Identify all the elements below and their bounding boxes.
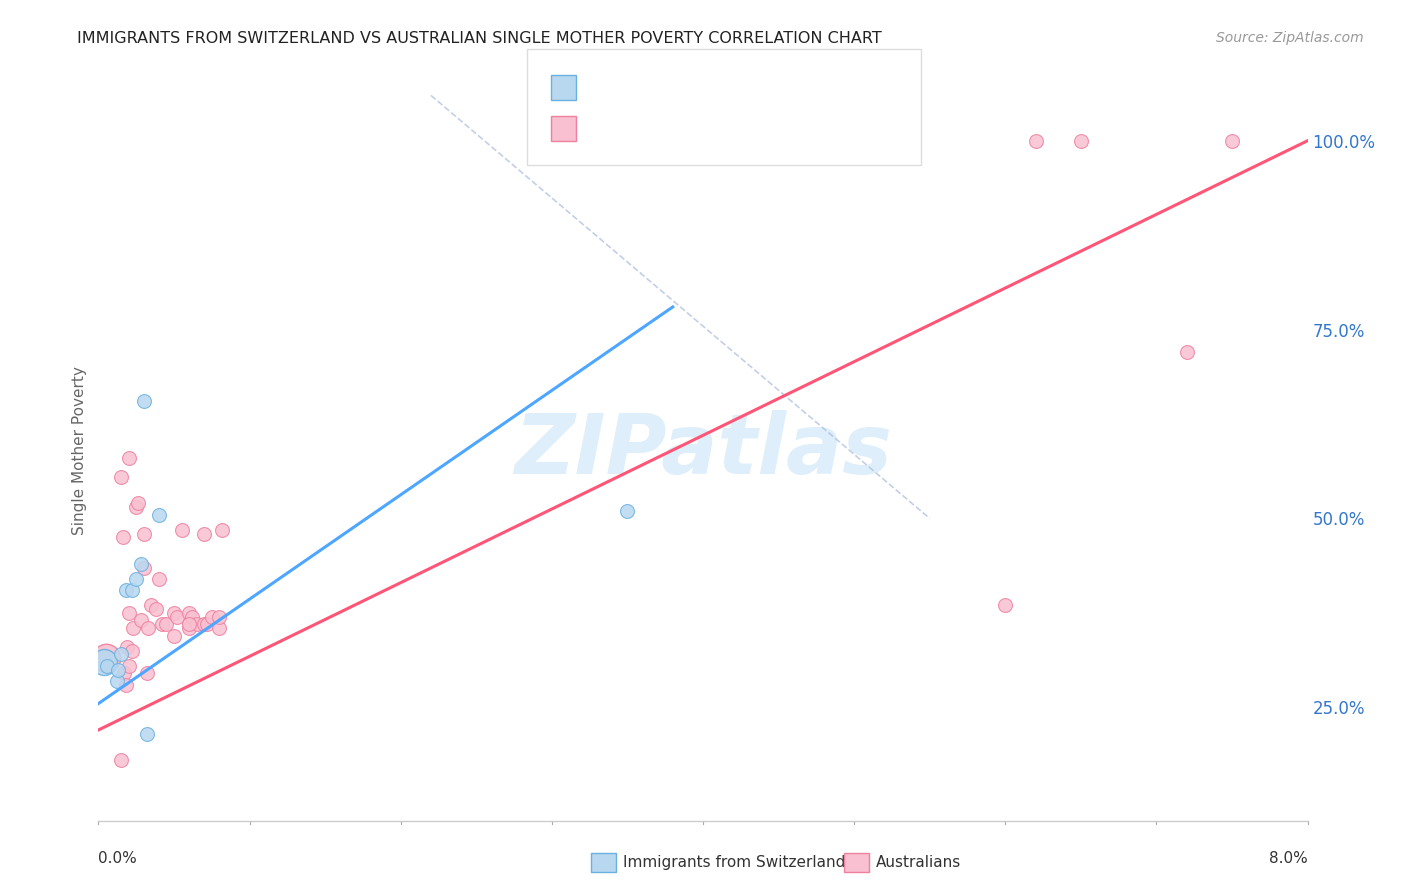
Text: Australians: Australians (876, 855, 962, 870)
Point (122, 621, 145, 635)
Point (121, 643, 143, 657)
Point (112, 666, 135, 681)
Point (114, 583, 136, 598)
Point (135, 666, 157, 681)
Point (115, 640, 138, 654)
Text: 8.0%: 8.0% (1268, 851, 1308, 866)
Point (129, 557, 152, 571)
Point (170, 523, 193, 537)
Point (211, 523, 233, 537)
Point (201, 609, 224, 624)
Text: Source: ZipAtlas.com: Source: ZipAtlas.com (1216, 31, 1364, 45)
Text: IMMIGRANTS FROM SWITZERLAND VS AUSTRALIAN SINGLE MOTHER POVERTY CORRELATION CHAR: IMMIGRANTS FROM SWITZERLAND VS AUSTRALIA… (77, 31, 882, 46)
Point (193, 526, 215, 541)
Point (129, 614, 152, 628)
Point (118, 606, 141, 620)
Point (132, 394, 155, 409)
Point (118, 450, 141, 465)
Point (661, 134, 683, 148)
Point (132, 526, 155, 541)
Point (107, 663, 129, 677)
Text: R = 0.519   N = 14: R = 0.519 N = 14 (586, 77, 786, 96)
Point (179, 617, 201, 632)
Point (105, 673, 128, 688)
Point (1220, 134, 1243, 148)
Point (127, 496, 149, 510)
Point (163, 629, 186, 643)
Point (114, 678, 136, 692)
Point (141, 599, 163, 613)
Point (181, 609, 204, 624)
Point (994, 599, 1017, 613)
Point (93, 655, 115, 669)
Point (179, 621, 201, 635)
Text: ZIPatlas: ZIPatlas (515, 410, 891, 491)
Point (155, 617, 177, 632)
Point (1175, 345, 1198, 359)
Point (110, 753, 132, 767)
Point (166, 609, 188, 624)
Point (208, 609, 231, 624)
Point (208, 621, 231, 635)
Point (125, 500, 148, 515)
Point (179, 606, 201, 620)
Point (148, 508, 170, 522)
Point (148, 572, 170, 586)
Point (132, 560, 155, 574)
Point (125, 572, 148, 586)
Text: R = 0.739   N = 44: R = 0.739 N = 44 (586, 117, 786, 136)
Point (145, 602, 167, 616)
Point (94, 651, 117, 665)
Point (195, 617, 218, 632)
Point (110, 648, 132, 662)
Point (110, 470, 132, 484)
Point (111, 530, 134, 544)
Point (186, 617, 208, 632)
Point (1070, 134, 1092, 148)
Point (163, 606, 186, 620)
Point (96, 658, 118, 673)
Text: 0.0%: 0.0% (98, 851, 138, 866)
Point (616, 504, 638, 518)
Text: Immigrants from Switzerland: Immigrants from Switzerland (623, 855, 845, 870)
Point (136, 621, 159, 635)
Point (135, 727, 157, 741)
Point (121, 583, 143, 598)
Point (118, 658, 141, 673)
Point (193, 617, 215, 632)
Point (150, 617, 173, 632)
Point (752, 134, 775, 148)
Point (1025, 134, 1047, 148)
Y-axis label: Single Mother Poverty: Single Mother Poverty (72, 366, 87, 535)
